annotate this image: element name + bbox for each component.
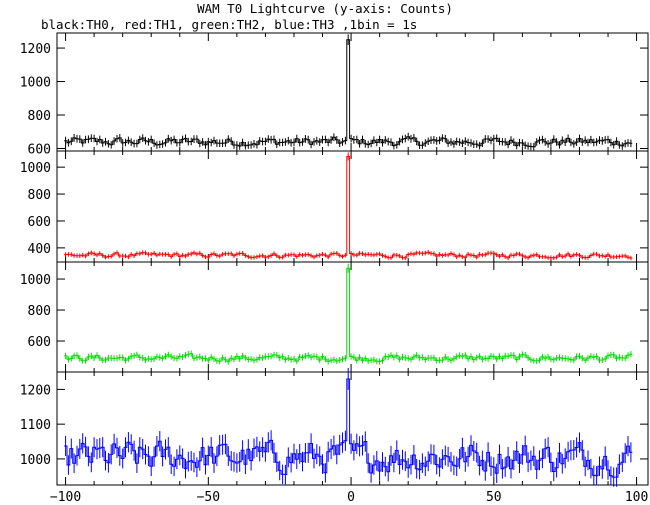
error-bars-TH1: [65, 152, 632, 261]
series-line-TH1: [64, 155, 633, 259]
y-tick-label: 800: [28, 109, 51, 124]
x-tick-label: 100: [625, 490, 648, 505]
y-tick-label: 1100: [20, 418, 51, 433]
y-tick-label: 800: [28, 188, 51, 203]
x-tick-label: −100: [50, 490, 81, 505]
error-bars-TH2: [65, 263, 632, 365]
x-tick-label: 0: [347, 490, 355, 505]
y-tick-label: 1200: [20, 42, 51, 57]
chart-subtitle: black:TH0, red:TH1, green:TH2, blue:TH3 …: [41, 17, 418, 32]
y-tick-label: 600: [28, 335, 51, 350]
panel-frame-TH3: [56, 371, 649, 486]
series-line-TH2: [64, 267, 633, 363]
y-tick-label: 1000: [20, 161, 51, 176]
chart-title: WAM T0 Lightcurve (y-axis: Counts): [197, 1, 453, 16]
error-bars-TH3: [65, 368, 632, 487]
series-line-TH3: [64, 378, 633, 478]
x-tick-label: −50: [197, 490, 220, 505]
series-line-TH0: [64, 39, 633, 148]
y-tick-label: 800: [28, 304, 51, 319]
error-bars-TH0: [65, 34, 632, 151]
y-tick-label: 1000: [20, 273, 51, 288]
y-tick-label: 600: [28, 215, 51, 230]
panel-frame-TH0: [56, 32, 649, 152]
panel-frame-TH1: [56, 150, 649, 263]
y-tick-label: 1200: [20, 383, 51, 398]
x-tick-label: 50: [486, 490, 502, 505]
y-tick-label: 400: [28, 242, 51, 257]
y-tick-label: 1000: [20, 453, 51, 468]
y-tick-label: 1000: [20, 76, 51, 91]
y-tick-label: 600: [28, 142, 51, 157]
